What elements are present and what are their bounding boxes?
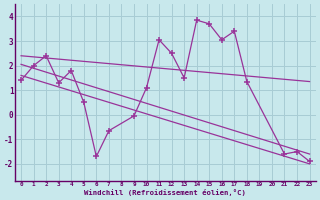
X-axis label: Windchill (Refroidissement éolien,°C): Windchill (Refroidissement éolien,°C) [84,189,246,196]
